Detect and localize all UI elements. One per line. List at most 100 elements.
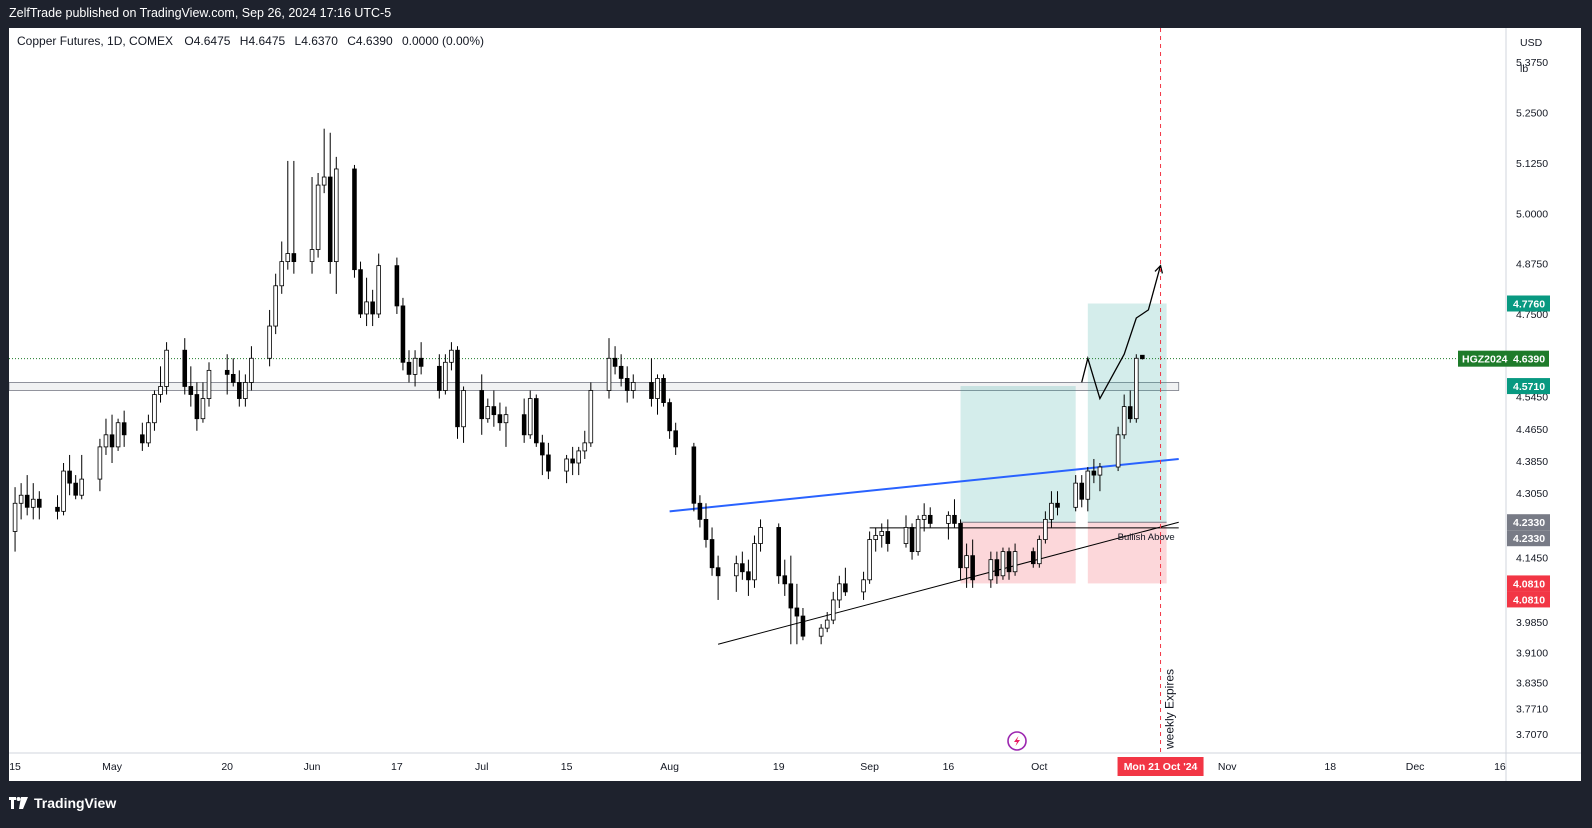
legend-high-label: H [240,34,249,48]
target-2-badge-label: 4.7760 [1513,299,1545,311]
candle [570,446,575,476]
position-2-stop-zone [1087,522,1167,584]
candle-body [879,531,885,536]
candle-body [830,599,836,621]
candle [61,463,66,516]
candle [370,289,375,327]
candle [230,358,236,387]
candle [1121,394,1127,439]
candle [140,422,145,451]
stop-1-badge-bg [1507,575,1550,592]
candle-body [30,498,36,508]
candle [861,571,866,600]
candle [1000,547,1006,580]
candle-body [1012,551,1018,573]
candle-body [97,446,103,480]
candle-body [37,498,42,508]
candle-body [624,378,630,391]
candle [1097,463,1103,492]
candle [1134,354,1139,423]
candle [715,555,721,600]
candle-body [164,349,169,387]
candle-body [1037,539,1042,565]
legend-open-label: O [184,34,193,48]
candle-body [952,514,957,524]
candle [406,350,412,383]
candle [927,507,933,528]
candle [837,575,842,608]
chart-frame[interactable]: Bullish Above weekly Expires USD lb 5.375… [8,28,1581,781]
candle [746,559,751,596]
candle [309,177,315,274]
candle [376,253,381,318]
candle-body [576,450,581,464]
candle-body [24,494,30,508]
candle-body [285,253,291,263]
date-tick: 17 [391,761,403,773]
candle-body [309,249,315,263]
candle-body [691,446,697,504]
tradingview-logo[interactable]: TradingView [9,793,116,813]
candle-body [1079,482,1085,500]
candle [491,390,497,427]
currency-label[interactable]: USD [1520,37,1543,49]
candle-body [18,494,24,504]
candle-body [740,563,745,573]
drawings-layer: Bullish Above weekly Expires [9,28,1506,753]
candle [243,374,248,407]
entry-1-badge-label: 4.2330 [1513,517,1545,529]
stop-2-badge-bg [1507,591,1550,608]
candle [1115,426,1121,472]
entry-2-badge-label: 4.2330 [1513,533,1545,545]
candle-body [1049,502,1054,520]
date-tick: May [102,761,123,773]
candle-body [146,422,151,444]
candle [661,374,666,407]
stop-1-badge-label: 4.0810 [1513,578,1545,590]
candle [873,527,878,552]
date-tick: 18 [1324,761,1336,773]
candle-body [958,523,963,569]
candle-body [1115,434,1121,468]
candle-body [121,422,127,436]
candle-body [673,430,678,448]
candle-body [734,563,739,577]
ascending-support-line [717,521,1179,645]
candle-body [661,378,666,403]
price-tick: 5.0000 [1516,208,1548,220]
entry-2-badge-bg [1507,530,1550,547]
candle-body [909,527,915,553]
candle-body [903,527,909,544]
lightning-icon[interactable] [1007,731,1027,751]
candle [334,156,339,294]
candle-body [873,535,878,540]
candle-body [437,365,442,391]
tradingview-logo-text: TradingView [34,795,117,811]
candle [667,398,672,439]
candle-body [115,422,121,448]
candle-body [485,406,491,420]
candle [249,346,254,391]
price-chart[interactable]: Bullish Above weekly Expires USD lb 5.375… [8,28,1581,781]
candle-body [1073,482,1078,508]
candle [830,591,836,625]
candle-body [788,583,794,609]
unit-label[interactable]: lb [1520,63,1528,75]
candle [521,398,527,443]
date-tick: Oct [1031,761,1047,773]
candle-body [491,406,497,416]
candle [1030,547,1036,568]
candle [649,358,654,407]
candle-body [697,502,703,520]
candle [1043,511,1048,544]
legend-close-label: C [347,34,356,48]
candle-body [964,555,969,569]
candle-body [564,458,569,472]
candle-body [206,369,212,399]
candle [618,354,624,387]
candle-body [667,402,672,432]
bullish-above-label: Bullish Above [1118,532,1175,543]
candle-body [461,390,466,428]
candle [709,527,715,576]
candle [79,454,85,500]
